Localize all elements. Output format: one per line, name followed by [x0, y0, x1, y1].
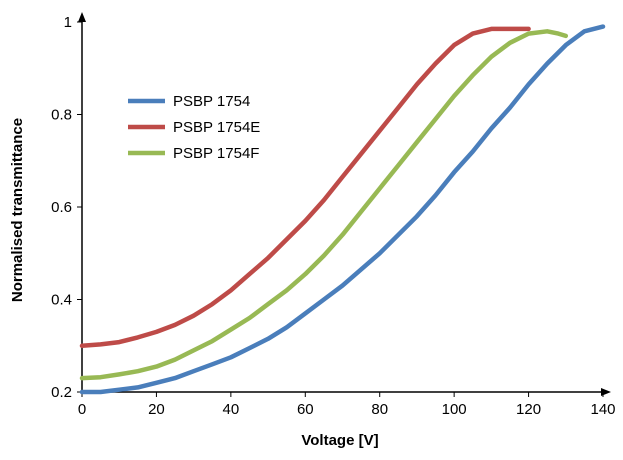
x-tick-label: 140: [590, 401, 615, 418]
y-tick-label: 0.2: [51, 384, 72, 401]
x-tick-label: 80: [371, 401, 388, 418]
series-line-3: [79, 29, 569, 381]
x-tick-label: 120: [516, 401, 541, 418]
series-lines: [79, 24, 606, 395]
y-axis-title: Normalised transmittance: [9, 118, 26, 302]
x-tick-label: 100: [442, 401, 467, 418]
x-tick-label: 0: [78, 401, 86, 418]
y-tick-label: 1: [64, 14, 72, 31]
x-axis-title: Voltage [V]: [301, 432, 378, 449]
y-tick-label: 0.8: [51, 107, 72, 124]
x-tick-label: 40: [223, 401, 240, 418]
legend-label: PSBP 1754E: [173, 119, 260, 136]
legend: PSBP 1754 PSBP 1754E PSBP 1754F: [128, 93, 260, 162]
x-tick-label: 20: [148, 401, 165, 418]
y-tick-label: 0.6: [51, 199, 72, 216]
legend-label: PSBP 1754: [173, 93, 250, 110]
y-tick-label: 0.4: [51, 292, 72, 309]
tick-labels: 0 20 40 60 80 100 120 140 0.2 0.4 0.6 0.8 1: [51, 14, 615, 418]
x-tick-label: 60: [297, 401, 314, 418]
series-line-2: [79, 26, 531, 349]
axes: [78, 12, 611, 396]
legend-label: PSBP 1754F: [173, 145, 259, 162]
y-axis-arrow: [78, 12, 86, 22]
series-line-1: [79, 24, 606, 395]
